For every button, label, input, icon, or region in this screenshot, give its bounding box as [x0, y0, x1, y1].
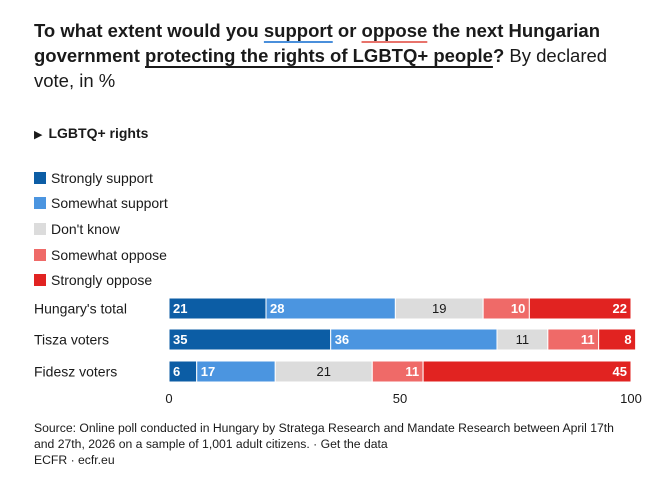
chart-title: To what extent would you support or oppo… — [34, 18, 634, 93]
bar-segment — [265, 297, 396, 320]
lgbtq-rights-toggle[interactable]: ▶ LGBTQ+ rights — [34, 125, 148, 141]
chart-legend: Strongly support Somewhat support Don't kn… — [34, 165, 168, 293]
x-tick-label: 0 — [165, 391, 172, 406]
bar-segment — [330, 328, 498, 351]
data-label: 19 — [432, 301, 446, 316]
data-label: 35 — [173, 332, 187, 347]
chart-subtitle: By declared vote, in % — [34, 45, 608, 91]
category-label: Fidesz voters — [34, 364, 117, 380]
title-topic: protecting the rights of LGBTQ+ people — [145, 45, 493, 66]
legend-item: Somewhat support — [34, 191, 168, 217]
legend-swatch — [34, 248, 46, 261]
bar-segment — [422, 360, 632, 383]
data-label: 21 — [317, 364, 331, 379]
title-support: support — [263, 20, 333, 41]
category-label: Tisza voters — [34, 332, 109, 348]
bar-segment — [168, 328, 332, 351]
title-part: the next Hungarian government — [34, 20, 601, 66]
title-oppose: oppose — [361, 20, 428, 41]
legend-swatch — [34, 222, 46, 235]
legend-swatch — [34, 274, 46, 287]
legend-swatch — [34, 197, 46, 210]
legend-item: Strongly oppose — [34, 267, 168, 293]
data-label: 10 — [511, 301, 525, 316]
category-label: Hungary's total — [34, 301, 127, 317]
legend-label: Somewhat support — [51, 195, 168, 212]
toggle-label: LGBTQ+ rights — [48, 125, 149, 141]
data-label: 11 — [516, 332, 530, 347]
source-note: Source: Online poll conducted in Hungary… — [34, 421, 614, 451]
title-part: or — [332, 20, 362, 41]
x-tick-label: 100 — [620, 391, 642, 406]
data-label: 21 — [173, 301, 187, 316]
legend-item: Somewhat oppose — [34, 242, 168, 268]
legend-label: Somewhat oppose — [51, 246, 167, 263]
data-label: 11 — [581, 332, 595, 347]
title-part: ? — [492, 45, 505, 66]
data-label: 17 — [201, 364, 215, 379]
data-label: 45 — [613, 364, 627, 379]
data-label: 28 — [270, 301, 284, 316]
legend-label: Don't know — [51, 220, 120, 237]
x-tick-label: 50 — [393, 391, 407, 406]
play-triangle-icon: ▶ — [34, 129, 43, 141]
bar-segment — [528, 297, 632, 320]
data-label: 22 — [613, 301, 627, 316]
bar-segment — [598, 328, 637, 351]
title-part: To what extent would you — [34, 20, 264, 41]
credit-line: ECFR · ecfr.eu — [34, 453, 115, 467]
data-label: 6 — [173, 364, 180, 379]
legend-swatch — [34, 171, 46, 184]
legend-item: Don't know — [34, 216, 168, 242]
data-label: 36 — [335, 332, 349, 347]
data-label: 8 — [624, 332, 631, 347]
legend-label: Strongly support — [51, 169, 153, 186]
legend-label: Strongly oppose — [51, 272, 153, 289]
chart-footer: Source: Online poll conducted in Hungary… — [34, 420, 634, 468]
legend-item: Strongly support — [34, 165, 168, 191]
data-label: 11 — [405, 364, 419, 379]
